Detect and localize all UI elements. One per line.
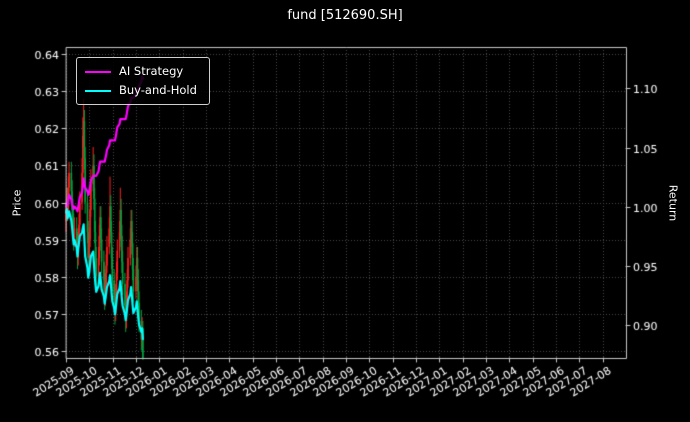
chart-title: fund [512690.SH] [287, 8, 403, 23]
legend-item-buy-and-hold: Buy-and-Hold [85, 83, 197, 98]
legend-label-buy-and-hold: Buy-and-Hold [119, 83, 197, 97]
buy-and-hold-line-swatch [85, 89, 111, 92]
right-axis-label: Return [666, 184, 680, 222]
left-axis-label: Price [10, 189, 24, 217]
ai-strategy-line-swatch [85, 70, 111, 73]
legend: AI Strategy Buy-and-Hold [76, 57, 210, 105]
legend-label-ai-strategy: AI Strategy [119, 64, 184, 78]
legend-item-ai-strategy: AI Strategy [85, 64, 197, 79]
